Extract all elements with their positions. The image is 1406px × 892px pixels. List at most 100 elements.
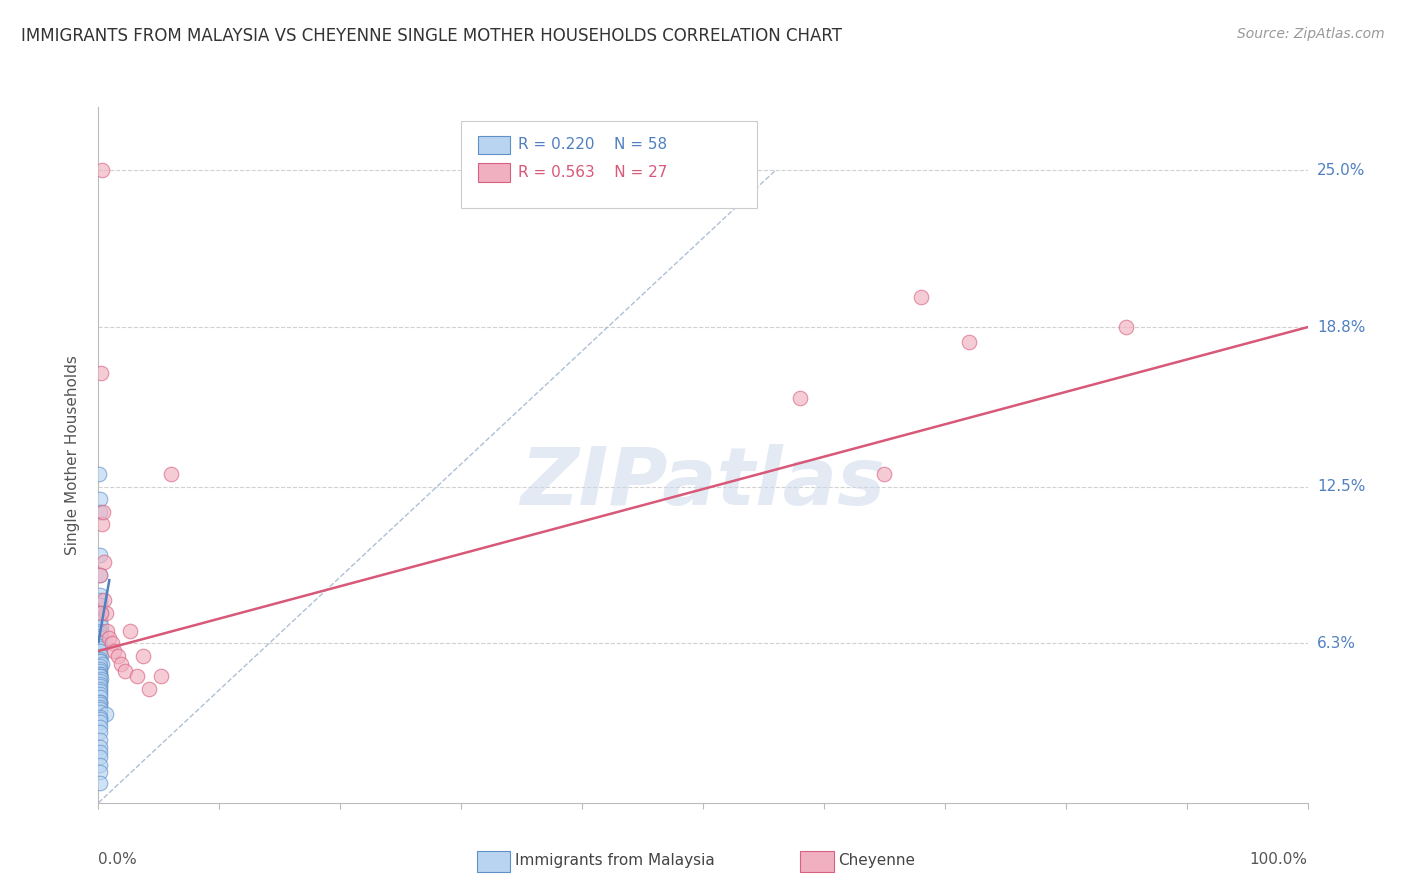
- Point: [89, 702, 111, 716]
- Point: [138, 681, 160, 696]
- Point: [89, 705, 111, 719]
- Point: [96, 624, 118, 638]
- Point: [98, 632, 121, 646]
- Point: [89, 632, 111, 646]
- Point: [90, 624, 112, 638]
- Point: [96, 707, 118, 722]
- FancyBboxPatch shape: [478, 163, 509, 182]
- Point: [89, 714, 111, 729]
- Point: [89, 669, 111, 683]
- Point: [89, 568, 111, 582]
- Point: [160, 467, 183, 481]
- Point: [114, 665, 136, 679]
- Point: [91, 517, 114, 532]
- Point: [93, 556, 115, 570]
- Point: [90, 657, 112, 671]
- Point: [89, 680, 111, 694]
- Point: [89, 699, 111, 714]
- Point: [89, 765, 111, 780]
- Point: [89, 666, 111, 681]
- Text: 18.8%: 18.8%: [1317, 319, 1365, 334]
- Point: [89, 757, 111, 772]
- Point: [132, 648, 155, 663]
- Point: [89, 684, 111, 698]
- Text: Immigrants from Malaysia: Immigrants from Malaysia: [515, 854, 714, 868]
- Point: [89, 636, 111, 650]
- Point: [89, 697, 111, 711]
- Point: [90, 606, 112, 620]
- Point: [94, 606, 117, 620]
- FancyBboxPatch shape: [478, 136, 509, 154]
- Text: 6.3%: 6.3%: [1317, 636, 1357, 651]
- Point: [89, 690, 111, 704]
- Y-axis label: Single Mother Households: Single Mother Households: [65, 355, 80, 555]
- Point: [1115, 320, 1137, 334]
- Point: [90, 618, 112, 632]
- Point: [789, 391, 811, 405]
- FancyBboxPatch shape: [461, 121, 758, 208]
- Point: [89, 720, 111, 734]
- Text: 12.5%: 12.5%: [1317, 479, 1365, 494]
- Text: ZIPatlas: ZIPatlas: [520, 443, 886, 522]
- Text: R = 0.220    N = 58: R = 0.220 N = 58: [517, 137, 666, 153]
- Point: [90, 672, 112, 686]
- Point: [957, 335, 980, 350]
- Point: [89, 593, 111, 607]
- Point: [150, 669, 173, 683]
- Point: [89, 725, 111, 739]
- Point: [118, 624, 141, 638]
- Point: [873, 467, 896, 481]
- Point: [90, 606, 112, 620]
- Point: [89, 745, 111, 759]
- Point: [90, 366, 112, 380]
- Point: [89, 750, 111, 764]
- Point: [89, 710, 111, 724]
- Point: [89, 467, 111, 481]
- Point: [89, 588, 111, 602]
- Point: [89, 666, 111, 681]
- Point: [89, 568, 111, 582]
- Point: [107, 648, 129, 663]
- Point: [90, 648, 112, 663]
- Point: [89, 695, 111, 709]
- Point: [89, 548, 111, 562]
- Text: 25.0%: 25.0%: [1317, 163, 1365, 178]
- Point: [100, 636, 122, 650]
- Point: [89, 659, 111, 673]
- Point: [89, 614, 111, 628]
- Point: [89, 732, 111, 747]
- Text: 100.0%: 100.0%: [1250, 852, 1308, 866]
- Point: [91, 505, 114, 519]
- Point: [89, 626, 111, 640]
- Point: [89, 654, 111, 668]
- Point: [89, 651, 111, 665]
- Point: [89, 644, 111, 658]
- Point: [89, 695, 111, 709]
- Point: [89, 681, 111, 696]
- Point: [89, 677, 111, 691]
- Text: 0.0%: 0.0%: [98, 852, 138, 866]
- Point: [89, 599, 111, 613]
- Point: [89, 662, 111, 676]
- Point: [89, 712, 111, 726]
- Point: [89, 654, 111, 668]
- Point: [910, 290, 932, 304]
- Point: [89, 492, 111, 507]
- Text: Source: ZipAtlas.com: Source: ZipAtlas.com: [1237, 27, 1385, 41]
- Point: [103, 644, 125, 658]
- Point: [89, 639, 111, 653]
- Point: [89, 740, 111, 755]
- Point: [89, 669, 111, 683]
- Point: [89, 505, 111, 519]
- Point: [127, 669, 149, 683]
- Text: Cheyenne: Cheyenne: [838, 854, 915, 868]
- Point: [91, 163, 114, 178]
- Point: [110, 657, 132, 671]
- Point: [89, 629, 111, 643]
- Text: R = 0.563    N = 27: R = 0.563 N = 27: [517, 165, 668, 180]
- Point: [93, 593, 115, 607]
- Point: [89, 641, 111, 656]
- Point: [89, 775, 111, 789]
- Point: [89, 665, 111, 679]
- Point: [89, 687, 111, 701]
